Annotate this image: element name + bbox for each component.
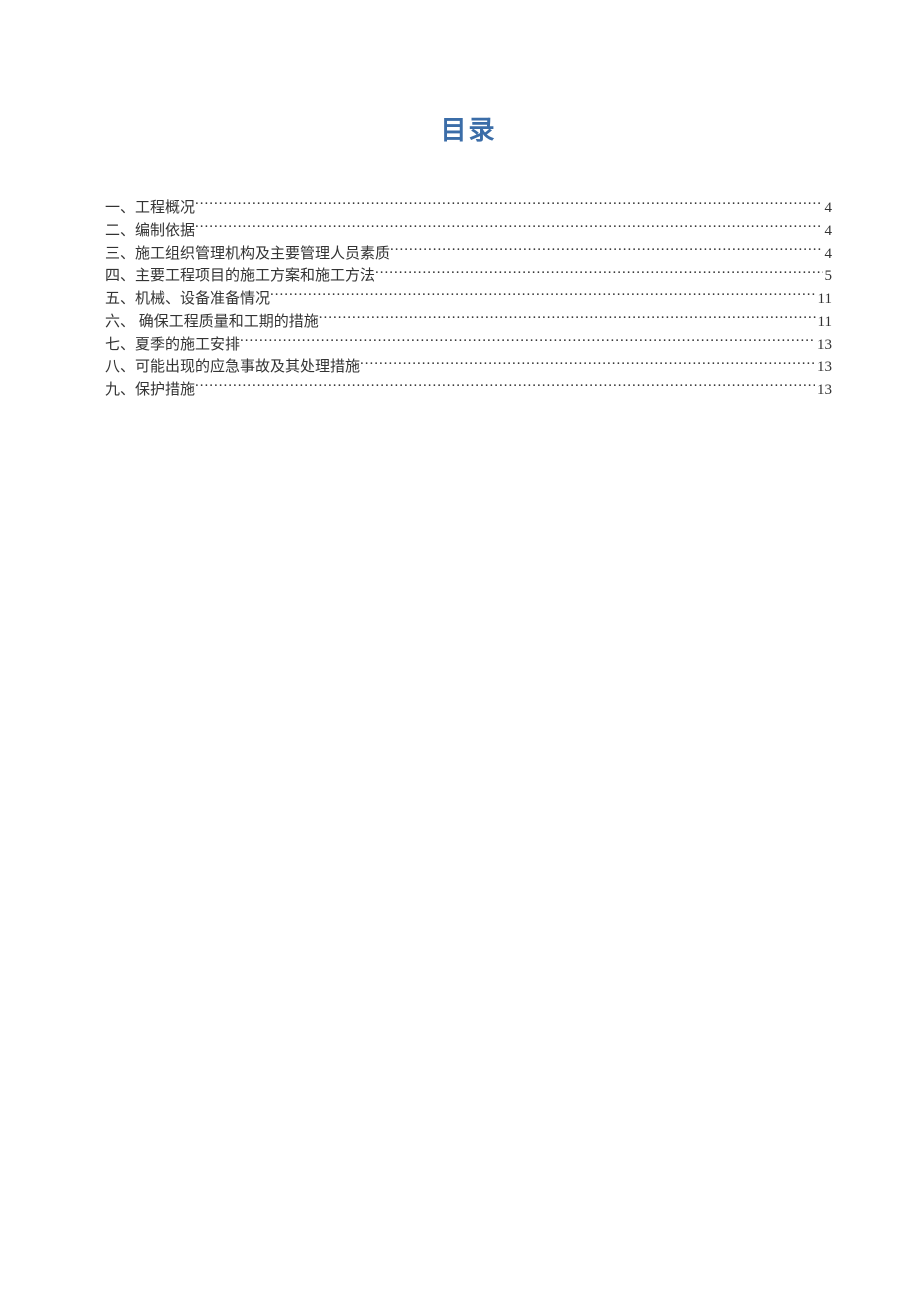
toc-item: 四、主要工程项目的施工方案和施工方法 5 [105,265,832,288]
toc-item-page: 11 [816,289,832,311]
table-of-contents: 一、工程概况 4 二、编制依据 4 三、施工组织管理机构及主要管理人员素质 4 … [105,197,832,402]
toc-item-label: 九、保护措施 [105,380,195,402]
toc-dot-leader [195,379,815,394]
toc-dot-leader [390,243,822,258]
toc-item-page: 13 [815,335,832,357]
toc-dot-leader [360,356,815,371]
toc-item-label: 四、主要工程项目的施工方案和施工方法 [105,266,375,288]
toc-item-page: 5 [823,266,833,288]
toc-item-label: 一、工程概况 [105,198,195,220]
toc-item: 一、工程概况 4 [105,197,832,220]
toc-item-page: 4 [823,244,833,266]
toc-item-label: 八、可能出现的应急事故及其处理措施 [105,357,360,379]
toc-item-page: 13 [815,357,832,379]
toc-dot-leader [375,265,822,280]
toc-item: 三、施工组织管理机构及主要管理人员素质 4 [105,243,832,266]
toc-item: 五、机械、设备准备情况 11 [105,288,832,311]
toc-item: 八、可能出现的应急事故及其处理措施 13 [105,356,832,379]
toc-title: 目录 [105,110,832,147]
toc-item-label: 七、夏季的施工安排 [105,335,240,357]
toc-item-label: 二、编制依据 [105,221,195,243]
toc-item: 九、保护措施 13 [105,379,832,402]
toc-item-page: 13 [815,380,832,402]
toc-item-page: 4 [823,221,833,243]
toc-dot-leader [195,220,822,235]
toc-item: 六、 确保工程质量和工期的措施 11 [105,311,832,334]
toc-dot-leader [270,288,816,303]
toc-item-page: 11 [816,312,832,334]
toc-item-label: 三、施工组织管理机构及主要管理人员素质 [105,244,390,266]
toc-dot-leader [319,311,816,326]
toc-item: 七、夏季的施工安排 13 [105,334,832,357]
toc-item-label: 五、机械、设备准备情况 [105,289,270,311]
toc-dot-leader [195,197,822,212]
toc-item-page: 4 [823,198,833,220]
toc-dot-leader [240,334,815,349]
toc-item-label: 六、 确保工程质量和工期的措施 [105,312,319,334]
toc-item: 二、编制依据 4 [105,220,832,243]
